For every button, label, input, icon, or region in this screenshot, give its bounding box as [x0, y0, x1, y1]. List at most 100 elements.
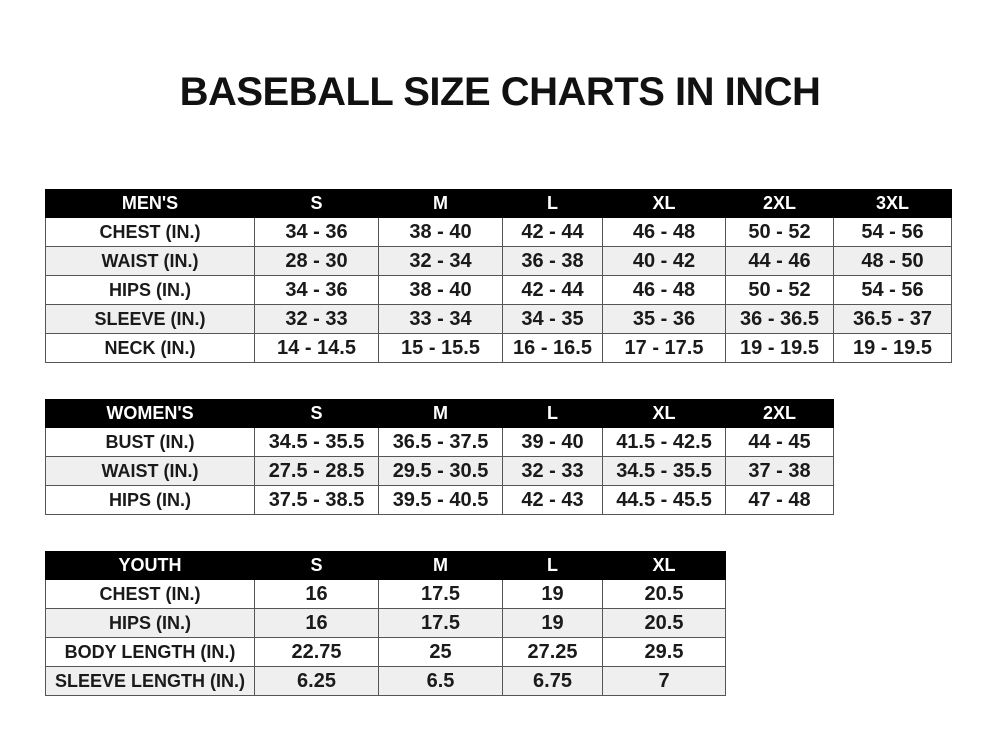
size-header: L	[502, 189, 603, 218]
measurement-cell: 44 - 45	[725, 427, 834, 457]
page-title: BASEBALL SIZE CHARTS IN INCH	[179, 70, 821, 114]
row-label: NECK (IN.)	[45, 333, 255, 363]
category-header: MEN'S	[45, 189, 255, 218]
measurement-cell: 35 - 36	[602, 304, 726, 334]
measurement-cell: 42 - 44	[502, 275, 603, 305]
row-label: CHEST (IN.)	[45, 217, 255, 247]
size-header: XL	[602, 189, 726, 218]
measurement-cell: 6.5	[378, 666, 503, 696]
table-row: NECK (IN.) 14 - 14.5 15 - 15.5 16 - 16.5 17 …	[45, 333, 952, 363]
measurement-cell: 50 - 52	[725, 217, 834, 247]
mens-size-table: MEN'S S M L XL 2XL 3XL CHEST (IN.) 34 - 36 38 - 4…	[45, 189, 952, 363]
header-row: WOMEN'S S M L XL 2XL	[45, 399, 834, 428]
measurement-cell: 39.5 - 40.5	[378, 485, 503, 515]
size-header: 2XL	[725, 189, 834, 218]
measurement-cell: 42 - 44	[502, 217, 603, 247]
measurement-cell: 36.5 - 37	[833, 304, 952, 334]
table-row: BUST (IN.) 34.5 - 35.5 36.5 - 37.5 39 - 40 4…	[45, 427, 834, 457]
row-label: HIPS (IN.)	[45, 275, 255, 305]
measurement-cell: 22.75	[254, 637, 379, 667]
size-header: S	[254, 399, 379, 428]
measurement-cell: 6.75	[502, 666, 603, 696]
table-row: HIPS (IN.) 37.5 - 38.5 39.5 - 40.5 42 - 43 4…	[45, 485, 834, 515]
measurement-cell: 25	[378, 637, 503, 667]
measurement-cell: 17.5	[378, 579, 503, 609]
measurement-cell: 37 - 38	[725, 456, 834, 486]
size-header: M	[378, 189, 503, 218]
header-row: YOUTH S M L XL	[45, 551, 726, 580]
table-row: HIPS (IN.) 16 17.5 19 20.5	[45, 608, 726, 638]
row-label: HIPS (IN.)	[45, 485, 255, 515]
measurement-cell: 36 - 36.5	[725, 304, 834, 334]
size-header: XL	[602, 399, 726, 428]
youth-size-table: YOUTH S M L XL CHEST (IN.) 16 17.5 19 20.5 HIPS (I…	[45, 551, 726, 696]
row-label: SLEEVE LENGTH (IN.)	[45, 666, 255, 696]
measurement-cell: 36.5 - 37.5	[378, 427, 503, 457]
measurement-cell: 32 - 33	[254, 304, 379, 334]
measurement-cell: 19 - 19.5	[725, 333, 834, 363]
measurement-cell: 16 - 16.5	[502, 333, 603, 363]
measurement-cell: 16	[254, 608, 379, 638]
size-header: S	[254, 551, 379, 580]
measurement-cell: 29.5	[602, 637, 726, 667]
row-label: SLEEVE (IN.)	[45, 304, 255, 334]
measurement-cell: 33 - 34	[378, 304, 503, 334]
measurement-cell: 54 - 56	[833, 275, 952, 305]
measurement-cell: 19	[502, 608, 603, 638]
measurement-cell: 34 - 36	[254, 275, 379, 305]
measurement-cell: 7	[602, 666, 726, 696]
size-header: 3XL	[833, 189, 952, 218]
table-row: CHEST (IN.) 34 - 36 38 - 40 42 - 44 46 - 48 5…	[45, 217, 952, 247]
size-header: M	[378, 551, 503, 580]
table-row: CHEST (IN.) 16 17.5 19 20.5	[45, 579, 726, 609]
size-header: L	[502, 551, 603, 580]
measurement-cell: 27.5 - 28.5	[254, 456, 379, 486]
measurement-cell: 46 - 48	[602, 217, 726, 247]
size-header: XL	[602, 551, 726, 580]
measurement-cell: 32 - 34	[378, 246, 503, 276]
measurement-cell: 14 - 14.5	[254, 333, 379, 363]
measurement-cell: 17.5	[378, 608, 503, 638]
measurement-cell: 44 - 46	[725, 246, 834, 276]
table-row: BODY LENGTH (IN.) 22.75 25 27.25 29.5	[45, 637, 726, 667]
measurement-cell: 38 - 40	[378, 217, 503, 247]
measurement-cell: 29.5 - 30.5	[378, 456, 503, 486]
measurement-cell: 17 - 17.5	[602, 333, 726, 363]
measurement-cell: 15 - 15.5	[378, 333, 503, 363]
measurement-cell: 48 - 50	[833, 246, 952, 276]
measurement-cell: 20.5	[602, 579, 726, 609]
measurement-cell: 34 - 36	[254, 217, 379, 247]
row-label: WAIST (IN.)	[45, 246, 255, 276]
measurement-cell: 6.25	[254, 666, 379, 696]
row-label: CHEST (IN.)	[45, 579, 255, 609]
measurement-cell: 50 - 52	[725, 275, 834, 305]
header-row: MEN'S S M L XL 2XL 3XL	[45, 189, 952, 218]
measurement-cell: 38 - 40	[378, 275, 503, 305]
measurement-cell: 54 - 56	[833, 217, 952, 247]
measurement-cell: 19	[502, 579, 603, 609]
measurement-cell: 36 - 38	[502, 246, 603, 276]
measurement-cell: 20.5	[602, 608, 726, 638]
table-row: HIPS (IN.) 34 - 36 38 - 40 42 - 44 46 - 48 50…	[45, 275, 952, 305]
row-label: BUST (IN.)	[45, 427, 255, 457]
measurement-cell: 37.5 - 38.5	[254, 485, 379, 515]
measurement-cell: 40 - 42	[602, 246, 726, 276]
measurement-cell: 19 - 19.5	[833, 333, 952, 363]
measurement-cell: 47 - 48	[725, 485, 834, 515]
measurement-cell: 34 - 35	[502, 304, 603, 334]
measurement-cell: 39 - 40	[502, 427, 603, 457]
womens-size-table: WOMEN'S S M L XL 2XL BUST (IN.) 34.5 - 35.5 36.5…	[45, 399, 834, 515]
measurement-cell: 34.5 - 35.5	[254, 427, 379, 457]
category-header: YOUTH	[45, 551, 255, 580]
size-header: M	[378, 399, 503, 428]
size-header: 2XL	[725, 399, 834, 428]
row-label: WAIST (IN.)	[45, 456, 255, 486]
measurement-cell: 46 - 48	[602, 275, 726, 305]
size-header: S	[254, 189, 379, 218]
row-label: BODY LENGTH (IN.)	[45, 637, 255, 667]
measurement-cell: 41.5 - 42.5	[602, 427, 726, 457]
measurement-cell: 16	[254, 579, 379, 609]
measurement-cell: 27.25	[502, 637, 603, 667]
row-label: HIPS (IN.)	[45, 608, 255, 638]
table-row: WAIST (IN.) 27.5 - 28.5 29.5 - 30.5 32 - 33…	[45, 456, 834, 486]
